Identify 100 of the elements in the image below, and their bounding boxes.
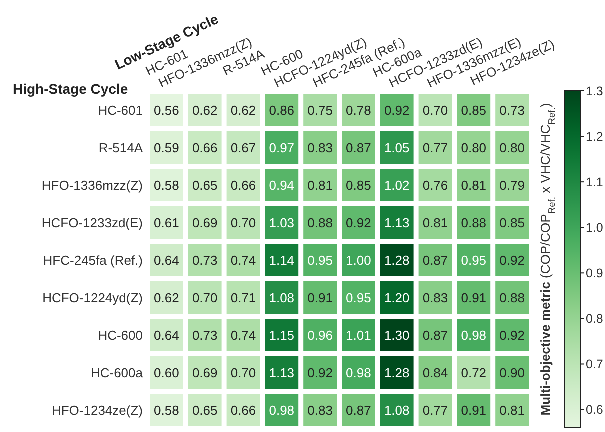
data-label: 0.81 (500, 402, 525, 418)
data-label: 0.61 (154, 215, 180, 230)
data-label: 0.70 (192, 290, 218, 306)
data-label: 0.98 (269, 402, 295, 418)
data-label: 0.91 (308, 290, 333, 306)
y-tick-label: HC-600 (98, 328, 143, 343)
data-label: 0.95 (308, 252, 333, 268)
data-label: 0.95 (346, 290, 372, 306)
data-label: 0.58 (154, 178, 180, 193)
data-label: 0.87 (422, 252, 448, 268)
data-label: 0.69 (192, 215, 218, 230)
y-tick-label: R-514A (98, 140, 144, 156)
data-label: 0.56 (154, 102, 180, 118)
data-label: 0.87 (346, 140, 372, 156)
data-label: 0.91 (461, 402, 487, 418)
data-label: 0.73 (192, 328, 218, 343)
data-label: 0.65 (192, 402, 218, 418)
data-label: 0.71 (230, 290, 256, 306)
color-bar-label: 1.2 (586, 130, 604, 144)
data-label: 0.85 (461, 102, 487, 118)
data-label: 0.83 (308, 402, 333, 418)
data-label: 0.86 (269, 102, 295, 118)
data-label: 0.75 (308, 102, 333, 118)
data-label: 0.85 (346, 178, 372, 193)
data-label: 0.67 (230, 140, 256, 156)
data-label: 0.70 (230, 215, 256, 230)
data-label: 1.28 (384, 365, 410, 380)
data-label: 0.90 (500, 365, 525, 380)
y-tick-label: HC-601 (98, 102, 143, 118)
data-label: 1.13 (269, 365, 295, 380)
data-label: 0.92 (500, 328, 525, 343)
data-label: 0.74 (230, 252, 256, 268)
y-tick-label: HCFO-1224yd(Z) (42, 290, 143, 306)
y-axis-title: High-Stage Cycle (13, 81, 128, 97)
data-label: 0.62 (192, 102, 218, 118)
data-label: 1.00 (346, 252, 372, 268)
data-label: 0.62 (154, 290, 180, 306)
data-label: 0.84 (422, 365, 448, 380)
data-label: 0.92 (308, 365, 333, 380)
data-label: 1.02 (384, 178, 410, 193)
data-label: 0.96 (308, 328, 333, 343)
color-bar-label: 1.3 (586, 84, 604, 98)
color-bar-label: 0.9 (586, 266, 604, 281)
data-label: 0.70 (422, 102, 448, 118)
data-label: 0.59 (154, 140, 180, 156)
data-label: 0.73 (192, 252, 218, 268)
data-label: 0.88 (461, 215, 487, 230)
data-label: 0.60 (154, 365, 180, 380)
data-label: 0.74 (230, 328, 256, 343)
data-label: 0.88 (500, 290, 525, 306)
data-label: 0.78 (346, 102, 372, 118)
data-label: 1.15 (269, 328, 295, 343)
y-tick-label: HFO-1336mzz(Z) (42, 178, 143, 193)
data-label: 1.13 (384, 215, 410, 230)
data-label: 1.20 (384, 290, 410, 306)
data-label: 0.62 (230, 102, 256, 118)
data-label: 1.01 (346, 328, 372, 343)
data-label: 0.80 (461, 140, 487, 156)
data-label: 0.58 (154, 402, 180, 418)
data-label: 0.83 (308, 140, 333, 156)
data-label: 0.66 (192, 140, 218, 156)
data-label: 0.73 (500, 102, 525, 118)
data-label: 0.83 (422, 290, 448, 306)
data-label: 0.98 (461, 328, 487, 343)
data-label: 0.69 (192, 365, 218, 380)
color-bar-label: 0.8 (586, 312, 604, 326)
data-label: 0.66 (230, 402, 256, 418)
color-bar-label: 0.6 (586, 403, 604, 418)
data-label: 0.98 (346, 365, 372, 380)
data-label: 0.88 (308, 215, 333, 230)
color-bar-label: 0.7 (586, 358, 604, 372)
data-label: 0.92 (384, 102, 410, 118)
data-label: 0.95 (461, 252, 487, 268)
data-label: 0.64 (154, 252, 180, 268)
data-label: 0.85 (500, 215, 525, 230)
data-label: 0.81 (422, 215, 448, 230)
y-tick-label: HFC-245fa (Ref.) (43, 252, 143, 268)
data-label: 0.77 (422, 140, 448, 156)
data-label: 1.05 (384, 140, 410, 156)
data-label: 0.91 (461, 290, 487, 306)
y-tick-label: HC-600a (90, 365, 144, 380)
data-label: 0.80 (500, 140, 525, 156)
data-label: 1.28 (384, 252, 410, 268)
data-label: 0.70 (230, 365, 256, 380)
data-label: 0.97 (269, 140, 295, 156)
y-tick-label: HFO-1234ze(Z) (52, 402, 143, 418)
color-bar-label: 1.0 (586, 220, 604, 235)
data-label: 0.81 (461, 178, 487, 193)
data-label: 1.08 (269, 290, 295, 306)
data-label: 0.66 (230, 178, 256, 193)
data-label: 1.03 (269, 215, 295, 230)
data-label: 1.30 (384, 328, 410, 343)
color-bar-label: 1.1 (586, 175, 604, 190)
data-label: 0.77 (422, 402, 448, 418)
data-label: 0.92 (500, 252, 525, 268)
data-label: 0.87 (422, 328, 448, 343)
y-tick-label: HCFO-1233zd(E) (42, 215, 143, 230)
data-label: 0.94 (269, 178, 295, 193)
data-label: 0.81 (308, 178, 333, 193)
data-label: 0.87 (346, 402, 372, 418)
